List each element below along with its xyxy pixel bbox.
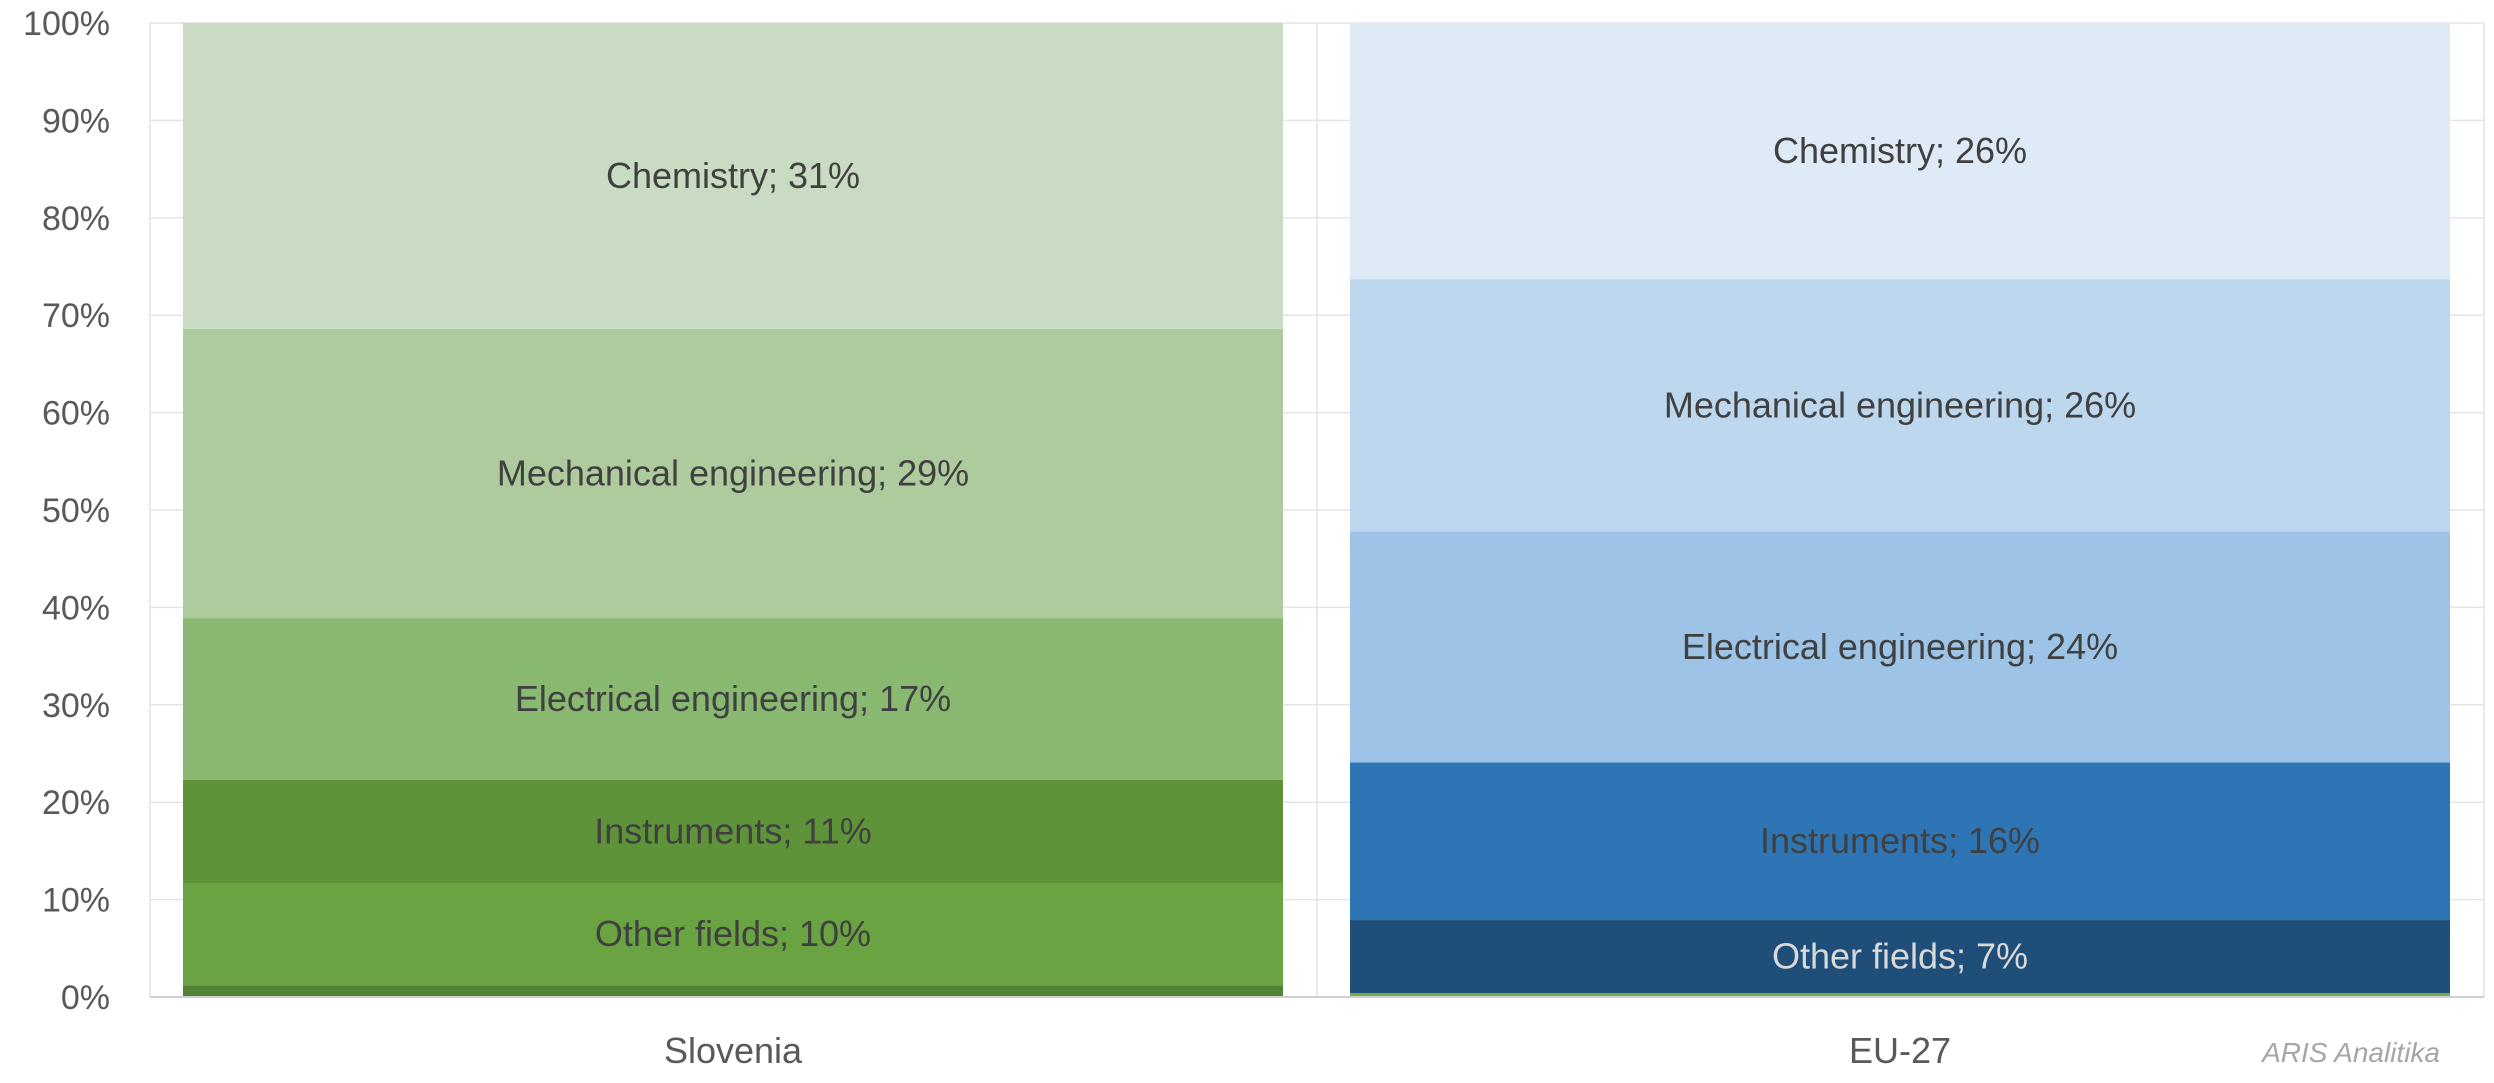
- bar-segment: [1350, 279, 2450, 532]
- bar-segment: [1350, 920, 2450, 994]
- segment-data-label: Mechanical engineering; 29%: [497, 452, 969, 493]
- y-tick-label: 60%: [42, 395, 110, 433]
- bar-segment: [183, 23, 1283, 329]
- y-axis: 0% 10% 20% 30% 40% 50% 60% 70% 80% 90% 100%: [23, 5, 110, 1017]
- y-tick-label: 0%: [61, 979, 110, 1017]
- segment-data-label: Mechanical engineering; 26%: [1664, 384, 2136, 425]
- bar-segment: [1350, 531, 2450, 763]
- bar-segment: [183, 618, 1283, 780]
- segment-data-label: Instruments; 11%: [594, 810, 871, 851]
- segment-data-label: Instruments; 16%: [1760, 820, 2040, 861]
- y-tick-label: 50%: [42, 492, 110, 530]
- y-tick-label: 40%: [42, 589, 110, 627]
- y-tick-label: 100%: [23, 5, 110, 43]
- bar-segment: [183, 328, 1283, 619]
- y-tick-label: 80%: [42, 200, 110, 238]
- credit-label: ARIS Analitika: [2260, 1037, 2440, 1068]
- x-axis: Slovenia EU-27: [150, 996, 2484, 1071]
- x-category-label: Slovenia: [664, 1030, 803, 1071]
- segment-data-label: Electrical engineering; 24%: [1682, 626, 2118, 667]
- y-tick-label: 10%: [42, 882, 110, 920]
- bar-segment: [183, 985, 1283, 997]
- y-tick-label: 70%: [42, 297, 110, 335]
- bar-segment: [183, 779, 1283, 884]
- segment-data-label: Other fields; 10%: [595, 913, 871, 954]
- segment-data-label: Chemistry; 31%: [606, 155, 860, 196]
- x-category-label: EU-27: [1849, 1030, 1951, 1071]
- segment-data-label: Other fields; 7%: [1772, 936, 2028, 977]
- bars: Other fields; 10% Instruments; 11% Electri…: [183, 23, 2450, 997]
- segment-data-label: Chemistry; 26%: [1773, 130, 2027, 171]
- y-tick-label: 30%: [42, 687, 110, 725]
- bar-segment: [1350, 23, 2450, 280]
- y-tick-label: 20%: [42, 784, 110, 822]
- segment-data-label: Electrical engineering; 17%: [515, 678, 951, 719]
- bar-segment: [1350, 762, 2450, 921]
- bar-segment: [183, 883, 1283, 986]
- bar-segment: [1350, 993, 2450, 997]
- y-tick-label: 90%: [42, 102, 110, 140]
